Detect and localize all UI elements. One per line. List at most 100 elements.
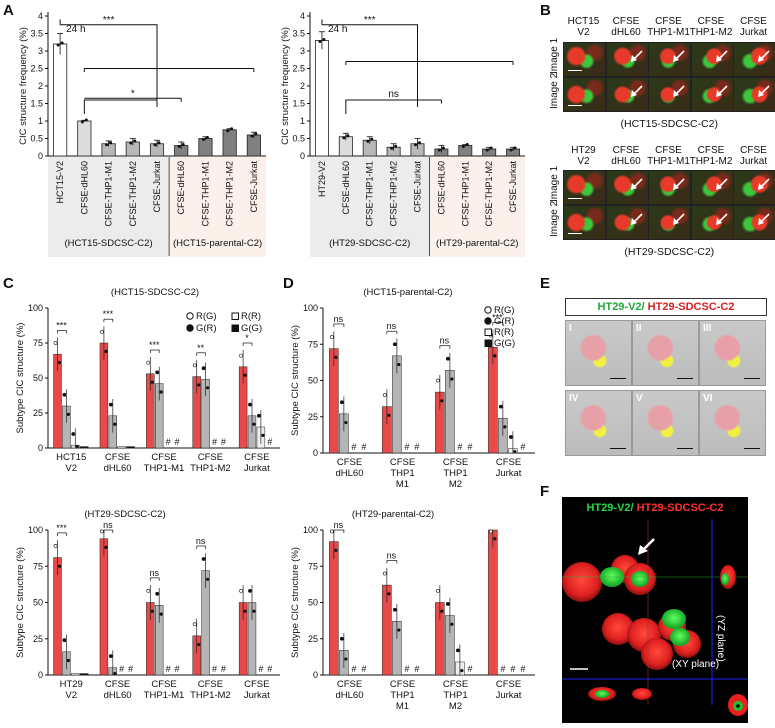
bracket (60, 24, 158, 107)
y-tick-label: 50 (308, 376, 318, 386)
y-tick-label: 0 (313, 670, 318, 680)
bar (79, 446, 89, 449)
x-tick-label: CFSE (105, 679, 130, 690)
arrow-icon (673, 50, 685, 62)
hash-marker: # (119, 664, 124, 674)
group-shade (48, 157, 170, 257)
arrow-icon (758, 213, 770, 225)
micrograph-image (605, 170, 649, 205)
hash-marker: # (212, 437, 217, 447)
micrograph-image (563, 205, 606, 240)
panel-label-a: A (3, 2, 14, 19)
data-point (66, 658, 70, 663)
x-tick-label: V2 (65, 463, 77, 474)
data-point (157, 141, 161, 145)
chart-title: (HCT15-parental-C2) (363, 287, 452, 298)
micrograph-caption: (HCT15-SDCSC-C2) (620, 118, 718, 130)
x-tick-label: CFSE-Jurkat (152, 161, 162, 213)
y-tick-label: 50 (33, 373, 43, 383)
x-tick-label: CFSE (337, 457, 362, 468)
micrograph-row-label: Image 1 (549, 165, 560, 202)
x-tick-label: CFSE (151, 679, 176, 690)
y-axis-label: CIC structure frequency (%) (18, 27, 29, 145)
bar (99, 538, 109, 676)
significance-label: ns (103, 520, 113, 530)
micrograph-image (648, 77, 691, 112)
hash-marker: # (520, 442, 525, 452)
significance-label: ns (196, 536, 206, 546)
data-point (450, 622, 454, 626)
y-tick-label: 2.5 (292, 64, 305, 74)
data-point (60, 41, 64, 45)
panel-e-title: HT29-V2/ HT29-SDCSC-C2 (565, 298, 767, 316)
x-tick-label: CFSE (496, 679, 521, 690)
data-point (84, 118, 88, 122)
significance-label: ns (440, 336, 450, 346)
y-tick-label: 100 (303, 525, 318, 535)
legend-label: G(G) (241, 323, 262, 334)
data-point (239, 589, 244, 593)
x-tick-label: CFSE-THP1-M1 (460, 161, 470, 227)
data-point (392, 342, 397, 347)
data-point (113, 671, 117, 676)
x-tick-label: Jurkat (496, 690, 522, 701)
data-point (100, 329, 104, 334)
data-point (57, 361, 62, 365)
data-point (100, 529, 104, 534)
data-point (334, 548, 338, 552)
bar (77, 120, 92, 157)
significance-label: *** (56, 320, 67, 330)
micrograph-image (648, 42, 691, 77)
y-tick-label: 3 (300, 46, 305, 56)
hash-marker: # (174, 664, 179, 674)
legend-label: R(R) (241, 311, 261, 322)
x-tick-label: THP1 (443, 468, 467, 479)
data-point (155, 370, 160, 375)
panel-label-b: B (540, 2, 551, 19)
x-tick-label: M2 (449, 701, 462, 712)
micrograph-image (733, 77, 775, 112)
legend-marker (484, 339, 492, 347)
data-point (252, 609, 256, 613)
bar (126, 446, 135, 449)
arrow-icon (630, 178, 643, 190)
significance-label: *** (103, 309, 114, 319)
hash-marker: # (267, 437, 272, 447)
x-tick-label: CFSE-dHL60 (176, 161, 186, 215)
y-tick-label: 1.5 (30, 99, 43, 109)
data-point (66, 412, 70, 416)
x-tick-label: CFSE (443, 457, 468, 468)
x-tick-label: THP1 (390, 690, 414, 701)
data-point (248, 589, 252, 593)
hash-marker: # (351, 442, 356, 452)
x-tick-label: CFSE (198, 679, 223, 690)
timelapse-frame: IV (565, 390, 632, 456)
y-tick-label: 0.5 (292, 134, 305, 144)
y-tick-label: 100 (303, 303, 318, 313)
group-label: (HT29-parental-C2) (436, 238, 518, 249)
data-point (370, 137, 374, 141)
x-tick-label: CFSE-dHL60 (436, 161, 446, 215)
bracket (83, 99, 157, 114)
chart-title: (HT29-parental-C2) (352, 509, 434, 520)
panel-f-title-red: HT29-SDCSC-C2 (633, 502, 724, 514)
micrograph-column-header: CFSE Jurkat (739, 16, 768, 38)
significance-label: ns (149, 568, 159, 578)
data-point (503, 425, 507, 429)
data-point (108, 402, 113, 407)
panel-label-c: C (3, 275, 14, 292)
data-point (226, 129, 230, 133)
data-point (342, 136, 346, 140)
y-tick-label: 0 (38, 670, 43, 680)
legend-marker (484, 317, 492, 325)
data-point (177, 145, 181, 148)
legend-label: G(G) (494, 338, 515, 349)
data-point (387, 413, 391, 417)
micrograph-column-header: CFSE Jurkat (739, 145, 768, 167)
panel-f-image (562, 519, 748, 716)
scale-bar (744, 377, 760, 379)
x-tick-label: THP1-M1 (144, 690, 185, 701)
x-tick-label: THP1-M1 (144, 463, 185, 474)
hash-marker: # (221, 437, 226, 447)
data-point (440, 609, 444, 613)
